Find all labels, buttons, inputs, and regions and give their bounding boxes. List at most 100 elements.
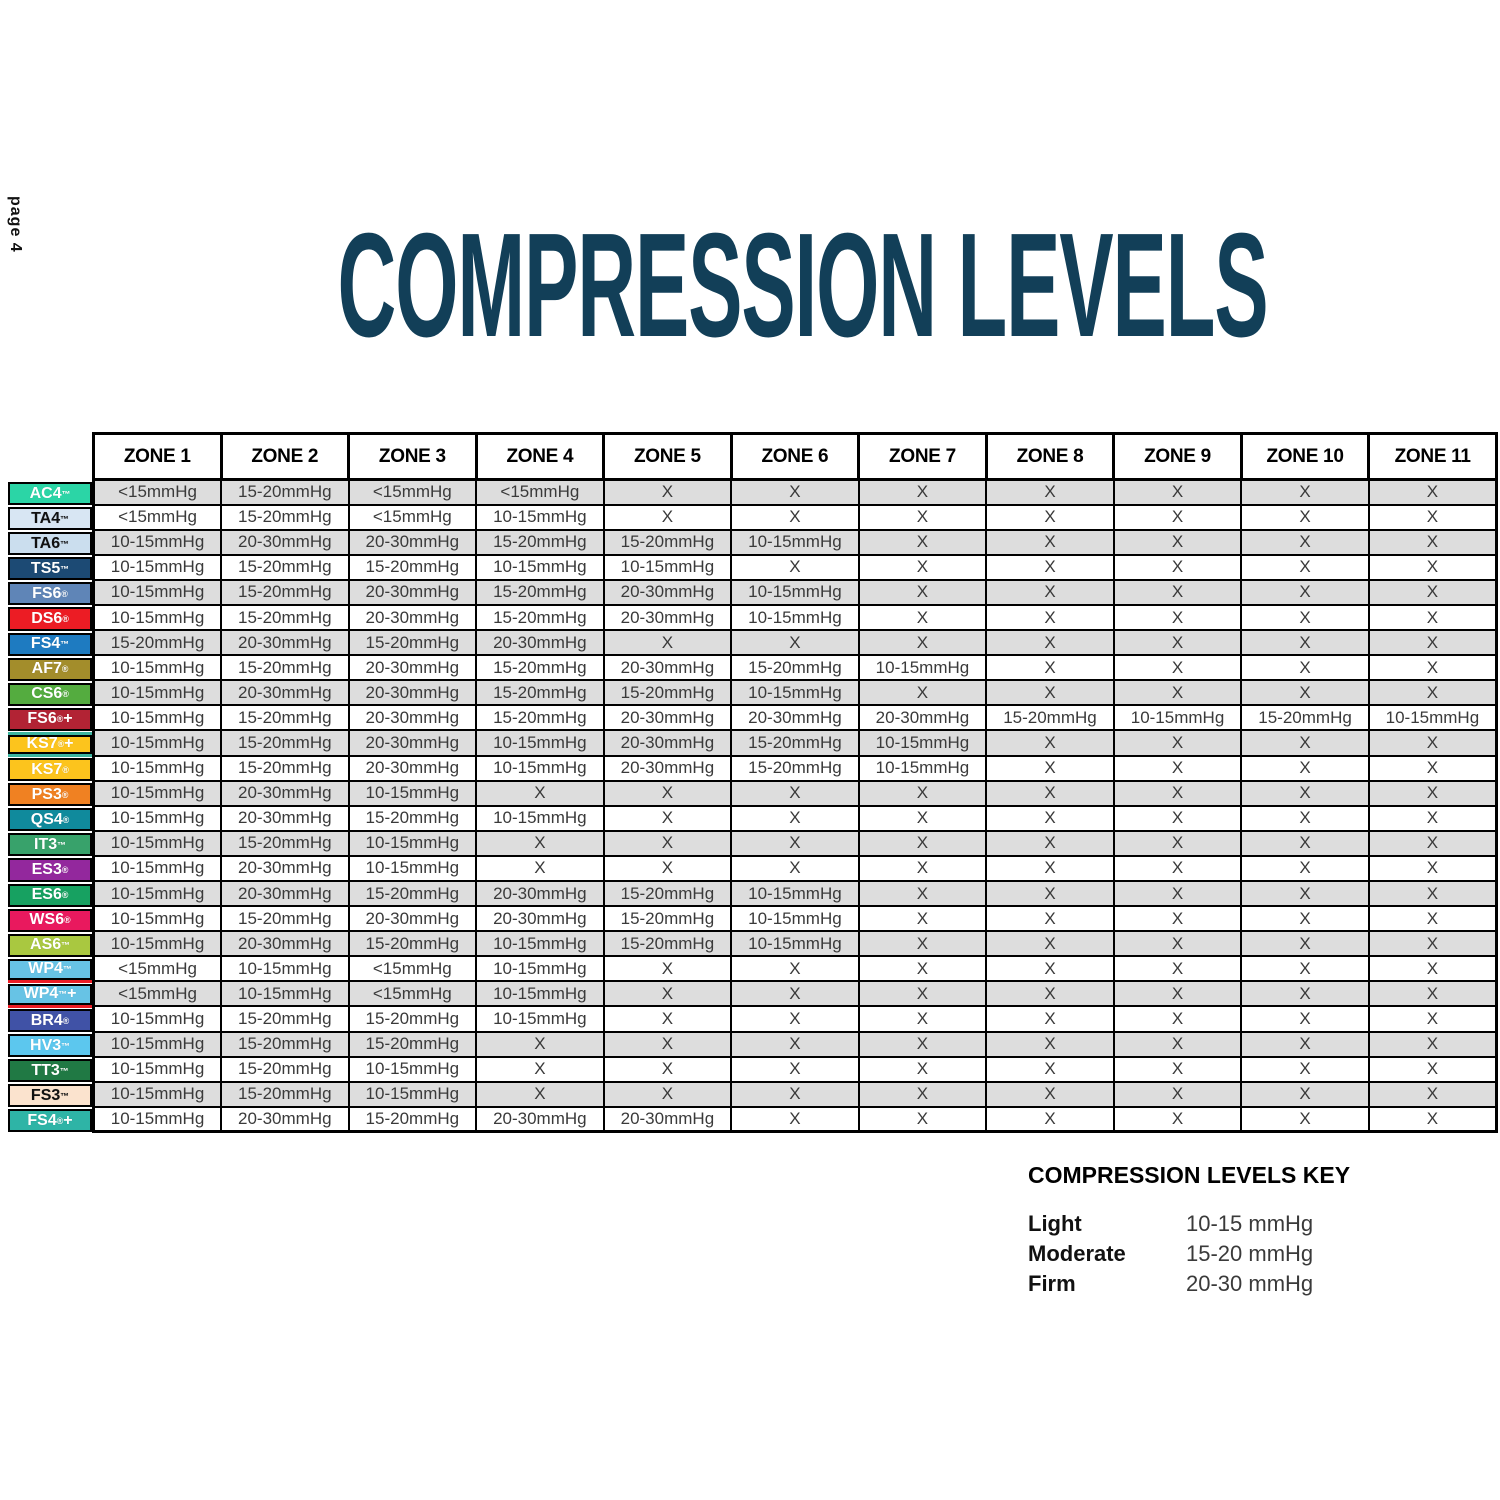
product-label: WP4 ™ + [8,983,92,1005]
zone-cell: X [1367,955,1498,983]
zone-cell: 10-15mmHg [92,1030,223,1058]
zone-cell: 15-20mmHg [475,528,605,556]
zone-cell: 10-15mmHg [730,578,860,606]
table-row: 10-15mmHg 20-30mmHg 15-20mmHg 10-15mmHg X X X X… [92,804,1498,832]
table-row: 10-15mmHg 15-20mmHg 20-30mmHg 10-15mmHg 20-3… [92,754,1498,782]
zone-cell: 15-20mmHg [220,905,350,933]
product-label-slot: FS6 ® + [8,707,92,732]
product-label: KS7 ® [8,758,92,782]
zone-cell: 10-15mmHg [730,528,860,556]
zone-cell: 20-30mmHg [220,779,350,807]
zone-header-9: ZONE 9 [1112,432,1243,481]
zone-cell: X [1112,955,1243,983]
product-label-slot: BR4 ® [8,1008,92,1033]
table-row: <15mmHg 10-15mmHg <15mmHg 10-15mmHg X X X X X X X [92,980,1498,1008]
product-label-slot: AS6 ™ [8,933,92,958]
zone-cell: 10-15mmHg [475,1005,605,1033]
zone-cell: X [857,779,988,807]
zone-cell: X [730,829,860,857]
zones-table-body: <15mmHg 15-20mmHg <15mmHg <15mmHg X X X X X X X <15… [92,478,1498,1133]
key-range: 15-20 mmHg [1186,1241,1314,1266]
zone-cell: 20-30mmHg [602,603,733,632]
zone-cell: 15-20mmHg [730,729,860,757]
zone-cell: 10-15mmHg [92,779,223,807]
zone-cell: X [1240,829,1370,857]
zone-cell: X [985,905,1115,933]
zone-cell: X [1112,1105,1243,1133]
zone-cell: X [985,629,1115,657]
zone-cell: X [985,729,1115,757]
key-entry: Firm 20-30 mmHg [1028,1269,1350,1299]
zone-cell: X [1112,528,1243,556]
zone-cell: 10-15mmHg [92,930,223,958]
zone-cell: X [1112,578,1243,606]
zone-cell: X [985,578,1115,606]
zone-cell: X [602,1030,733,1058]
zone-cell: 10-15mmHg [730,679,860,707]
zone-cell: X [1240,955,1370,983]
zone-cell: X [857,603,988,632]
zone-cell: X [1240,804,1370,832]
zone-cell: X [1112,1055,1243,1083]
zone-cell: 15-20mmHg [220,1055,350,1083]
zone-cell: 20-30mmHg [475,905,605,933]
product-label: FS6 ® + [8,707,92,731]
zone-cell: X [985,754,1115,782]
zone-cell: X [1240,879,1370,908]
product-label-slot: CS6 ® [8,682,92,707]
key-title: COMPRESSION LEVELS KEY [1028,1162,1351,1188]
zone-cell: 15-20mmHg [220,829,350,857]
zone-cell: X [857,804,988,832]
zone-cell: X [857,1005,988,1033]
zone-cell: X [985,679,1115,707]
table-row: 10-15mmHg 15-20mmHg 15-20mmHg X X X X X X X X [92,1030,1498,1058]
zone-cell: X [857,503,988,531]
zone-cell: X [730,553,860,581]
zone-cell: 20-30mmHg [347,528,478,556]
product-label-slot: FS4 ™ [8,632,92,657]
zone-cell: 10-15mmHg [475,503,605,531]
zone-cell: 10-15mmHg [92,578,223,606]
zone-cell: X [857,829,988,857]
zone-cell: X [1240,754,1370,782]
zone-cell: 20-30mmHg [220,1105,350,1133]
zone-cell: X [475,829,605,857]
zone-cell: 15-20mmHg [347,879,478,908]
product-label: PS3 ® [8,783,92,807]
zone-cell: 10-15mmHg [92,1055,223,1083]
zone-cell: 20-30mmHg [602,729,733,757]
product-label: DS6 ® [8,607,92,631]
zone-cell: X [1240,603,1370,632]
zone-cell: 20-30mmHg [220,528,350,556]
zone-cell: 15-20mmHg [92,629,223,657]
zone-cell: 10-15mmHg [92,1080,223,1108]
zone-header-5: ZONE 5 [602,432,733,481]
zone-cell: X [730,1005,860,1033]
zone-cell: 15-20mmHg [475,654,605,682]
zone-cell: 20-30mmHg [347,679,478,707]
zone-cell: X [730,629,860,657]
zone-cell: X [1240,1005,1370,1033]
product-label-slot: WP4 ™ + [8,983,92,1008]
zone-cell: 15-20mmHg [730,754,860,782]
zone-cell: 15-20mmHg [220,704,350,732]
zone-cell: X [1240,1055,1370,1083]
zone-cell: 10-15mmHg [475,754,605,782]
zone-cell: X [1367,854,1498,883]
zones-table: ZONE 1 ZONE 2 ZONE 3 ZONE 4 ZONE 5 ZONE 6 ZONE… [92,432,1498,1134]
zone-cell: 10-15mmHg [730,905,860,933]
zone-cell: 10-15mmHg [92,704,223,732]
zone-cell: 10-15mmHg [220,980,350,1008]
zone-cell: 15-20mmHg [220,1080,350,1108]
zone-cell: X [1367,503,1498,531]
zone-cell: X [985,503,1115,531]
zone-cell: X [985,553,1115,581]
zone-cell: X [1112,980,1243,1008]
zone-cell: X [1112,478,1243,506]
table-row: 10-15mmHg 20-30mmHg 20-30mmHg 15-20mmHg 15-2… [92,528,1498,556]
zone-cell: X [857,1080,988,1108]
table-row: 10-15mmHg 15-20mmHg 20-30mmHg 15-20mmHg 20-3… [92,578,1498,606]
zone-cell: X [1367,779,1498,807]
product-label: IT3 ™ [8,833,92,857]
zone-cell: 10-15mmHg [347,854,478,883]
